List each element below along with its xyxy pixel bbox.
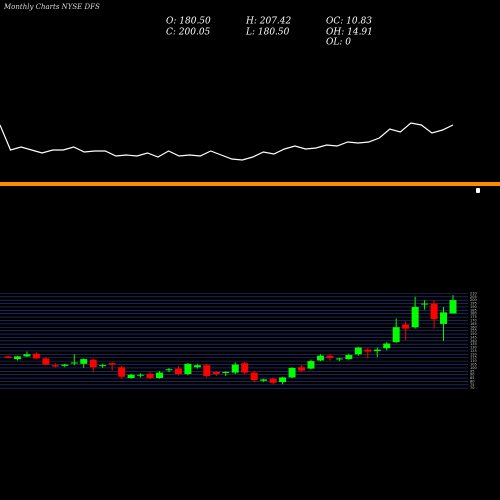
y-tick-label: 145 [470, 335, 477, 339]
marker [476, 188, 480, 193]
candle-body [392, 327, 400, 343]
summary-high: H: 207.42 [245, 17, 292, 27]
candle-body [118, 367, 126, 377]
candle-body [402, 324, 410, 329]
candle-body [174, 368, 182, 374]
y-tick-label: 205 [470, 295, 477, 299]
y-tick-label: 105 [470, 363, 477, 367]
candle-body [222, 371, 230, 373]
summary-open: O: 180.50 [166, 17, 211, 27]
candle-body [269, 378, 277, 383]
summary-close: C: 200.05 [166, 28, 211, 38]
y-tick-label: 195 [470, 302, 477, 306]
candle-body [335, 358, 343, 360]
y-tick-label: 210 [470, 291, 477, 295]
y-tick-label: 160 [470, 325, 477, 329]
candle-body [345, 355, 353, 360]
y-tick-label: 170 [470, 318, 477, 322]
candle-body [61, 364, 69, 366]
candle-body [279, 377, 287, 383]
y-tick-label: 100 [470, 366, 477, 370]
y-tick-label: 80 [470, 379, 474, 383]
candle-body [155, 372, 163, 379]
chart-title: Monthly Charts NYSE DFS [3, 3, 100, 11]
candle-body [42, 358, 50, 365]
candle-body [184, 363, 192, 374]
candle-body [430, 303, 438, 320]
candle-body [99, 365, 107, 367]
candle-body [70, 362, 78, 364]
y-tick-label: 95 [470, 369, 474, 373]
y-tick-label: 120 [470, 352, 477, 356]
y-tick-label: 140 [470, 339, 477, 343]
candle-body [354, 347, 362, 355]
y-tick-label: 165 [470, 322, 477, 326]
y-tick-label: 190 [470, 305, 477, 309]
y-tick-label: 200 [470, 298, 477, 302]
candle-body [13, 356, 21, 360]
candle-body [364, 349, 372, 352]
candle-body [51, 365, 59, 367]
y-tick-label: 135 [470, 342, 477, 346]
indicator-line [0, 122, 454, 161]
candle-body [383, 343, 391, 349]
candle-body [411, 306, 419, 328]
candle-body [32, 353, 40, 359]
candle-body [298, 367, 306, 371]
candle-body [449, 300, 457, 314]
candle-body [193, 365, 201, 368]
candle-body [89, 359, 97, 368]
y-tick-label: 110 [470, 359, 477, 363]
candle-body [421, 303, 429, 305]
y-tick-label: 125 [470, 349, 477, 353]
y-tick-label: 175 [470, 315, 477, 319]
candle-body [137, 374, 145, 376]
candle-body [241, 363, 249, 373]
candle-body [373, 349, 381, 351]
candle-body [326, 355, 334, 358]
candle-body [231, 364, 239, 373]
y-tick-label: 185 [470, 308, 477, 312]
candle-body [260, 379, 268, 381]
candle-body [212, 371, 220, 374]
candle-body [288, 367, 296, 378]
y-tick-label: 180 [470, 312, 477, 316]
candle-body [203, 365, 211, 377]
y-tick-label: 115 [470, 356, 477, 360]
candle-body [440, 312, 448, 324]
y-tick-label: 155 [470, 329, 477, 333]
y-tick-label: 130 [470, 346, 477, 350]
candle-body [146, 374, 154, 379]
summary-low: L: 180.50 [245, 28, 290, 38]
summary-oh: OH: 14.91 [326, 28, 373, 38]
summary-oc: OC: 10.83 [326, 17, 372, 27]
candle-body [127, 374, 135, 379]
candle-body [250, 372, 258, 381]
y-tick-label: 75 [470, 383, 474, 387]
y-tick-label: 150 [470, 332, 477, 336]
y-tick-label: 85 [470, 376, 474, 380]
y-tick-label: 90 [470, 373, 474, 377]
candle-body [165, 369, 173, 371]
separator [0, 182, 500, 186]
summary-ol: OL: 0 [326, 38, 351, 48]
candle-body [108, 363, 116, 365]
candle-body [4, 356, 12, 358]
candle-body [23, 354, 31, 357]
candle-body [307, 361, 315, 369]
candle-body [80, 359, 88, 364]
candle-body [316, 355, 324, 361]
y-tick-label: 70 [470, 386, 474, 390]
